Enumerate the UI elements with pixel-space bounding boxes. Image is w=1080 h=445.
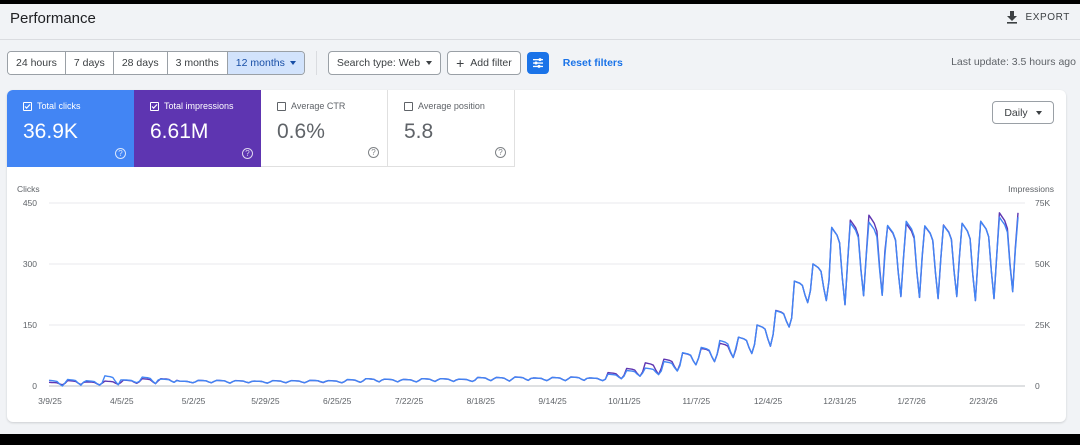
plus-icon: + — [456, 55, 465, 71]
range-24-hours[interactable]: 24 hours — [8, 52, 66, 74]
x-axis-tick-label: 12/4/25 — [754, 396, 783, 406]
header-bar: Performance EXPORT — [0, 4, 1080, 40]
right-axis-label: Impressions — [1008, 184, 1054, 194]
metric-label: Average CTR — [291, 101, 346, 111]
granularity-dropdown[interactable]: Daily — [992, 101, 1054, 124]
last-update-text: Last update: 3.5 hours ago — [951, 56, 1076, 68]
chart-grid — [49, 202, 1025, 387]
x-axis-tick-label: 8/18/25 — [467, 396, 496, 406]
chevron-down-icon — [1035, 110, 1042, 115]
clicks-series-line — [48, 216, 1019, 387]
checkbox-unchecked-icon[interactable] — [277, 101, 286, 111]
impressions-series-line — [48, 212, 1019, 386]
x-axis-tick-label: 3/9/25 — [38, 396, 62, 406]
add-filter-button[interactable]: + Add filter — [447, 51, 521, 75]
search-type-dropdown[interactable]: Search type: Web — [327, 51, 442, 75]
date-range-selector: 24 hours 7 days 28 days 3 months 12 mont… — [7, 51, 305, 75]
metric-value: 5.8 — [404, 120, 434, 143]
metric-value: 0.6% — [277, 120, 325, 143]
right-axis-tick-label: 0 — [1035, 381, 1040, 391]
granularity-label: Daily — [1004, 106, 1028, 119]
range-12-months[interactable]: 12 months — [227, 52, 304, 74]
x-axis-tick-label: 5/29/25 — [251, 396, 280, 406]
right-axis-ticks: 75K 50K 25K 0 — [1035, 198, 1050, 391]
filter-sliders-icon — [532, 58, 543, 68]
range-7-days[interactable]: 7 days — [65, 52, 114, 74]
performance-card: Total clicks 36.9K ? Total impressions 6… — [7, 90, 1066, 422]
right-axis-tick-label: 50K — [1035, 259, 1050, 269]
x-axis-tick-label: 1/27/26 — [897, 396, 926, 406]
left-axis-label: Clicks — [17, 184, 40, 194]
chevron-down-icon — [289, 61, 296, 65]
checkbox-checked-icon[interactable] — [150, 101, 159, 111]
export-button[interactable]: EXPORT — [1005, 10, 1070, 24]
left-axis-ticks: 450 300 150 0 — [23, 198, 37, 391]
help-icon[interactable]: ? — [368, 147, 379, 158]
x-axis-tick-label: 7/22/25 — [395, 396, 424, 406]
metric-header: Average CTR — [277, 101, 371, 111]
x-axis-tick-label: 12/31/25 — [823, 396, 856, 406]
x-axis-tick-label: 9/14/25 — [538, 396, 567, 406]
x-axis-tick-label: 10/11/25 — [608, 396, 641, 406]
x-axis-tick-label: 4/5/25 — [110, 396, 134, 406]
metric-header: Total impressions — [150, 101, 245, 111]
x-axis-tick-label: 6/25/25 — [323, 396, 352, 406]
toolbar-divider — [315, 51, 317, 75]
help-icon[interactable]: ? — [242, 148, 253, 159]
help-icon[interactable]: ? — [495, 147, 506, 158]
right-axis-tick-label: 75K — [1035, 198, 1050, 208]
reset-filters-link[interactable]: Reset filters — [562, 57, 623, 69]
left-axis-tick-label: 150 — [23, 320, 37, 330]
filter-toolbar: 24 hours 7 days 28 days 3 months 12 mont… — [7, 51, 623, 75]
left-axis-tick-label: 300 — [23, 259, 37, 269]
metric-label: Average position — [418, 101, 485, 111]
right-axis-tick-label: 25K — [1035, 320, 1050, 330]
metric-header: Average position — [404, 101, 498, 111]
metric-value: 36.9K — [23, 120, 78, 143]
download-icon — [1007, 11, 1018, 24]
metric-average-position[interactable]: Average position 5.8 ? — [388, 90, 515, 167]
metric-total-impressions[interactable]: Total impressions 6.61M ? — [134, 90, 261, 167]
filter-settings-button[interactable] — [526, 52, 549, 74]
x-axis-tick-label: 5/2/25 — [182, 396, 206, 406]
range-28-days[interactable]: 28 days — [113, 52, 168, 74]
chevron-down-icon — [426, 61, 433, 65]
export-label: EXPORT — [1025, 11, 1070, 23]
x-axis-tick-label: 2/23/26 — [969, 396, 998, 406]
metric-value: 6.61M — [150, 120, 209, 143]
metric-label: Total clicks — [37, 101, 81, 111]
x-axis-tick-label: 11/7/25 — [682, 396, 710, 406]
app-window: Performance EXPORT 24 hours 7 days 28 da… — [0, 4, 1080, 434]
performance-chart: Clicks Impressions 450 300 150 0 75K 50K 25K 0… — [17, 184, 1054, 406]
left-axis-tick-label: 0 — [32, 381, 37, 391]
add-filter-label: Add filter — [470, 57, 512, 69]
search-type-label: Search type: Web — [336, 57, 421, 69]
range-12-months-label: 12 months — [235, 57, 285, 69]
metric-average-ctr[interactable]: Average CTR 0.6% ? — [261, 90, 388, 167]
metric-total-clicks[interactable]: Total clicks 36.9K ? — [7, 90, 134, 167]
x-axis-ticks: 3/9/25 4/5/25 5/2/25 5/29/25 6/25/25 7/22/25 8… — [38, 396, 998, 406]
range-3-months[interactable]: 3 months — [167, 52, 228, 74]
help-icon[interactable]: ? — [115, 148, 126, 159]
checkbox-checked-icon[interactable] — [23, 101, 32, 111]
page-title: Performance — [10, 10, 96, 27]
left-axis-tick-label: 450 — [23, 198, 37, 208]
metric-header: Total clicks — [23, 101, 118, 111]
checkbox-unchecked-icon[interactable] — [404, 101, 413, 111]
metric-label: Total impressions — [164, 101, 234, 111]
